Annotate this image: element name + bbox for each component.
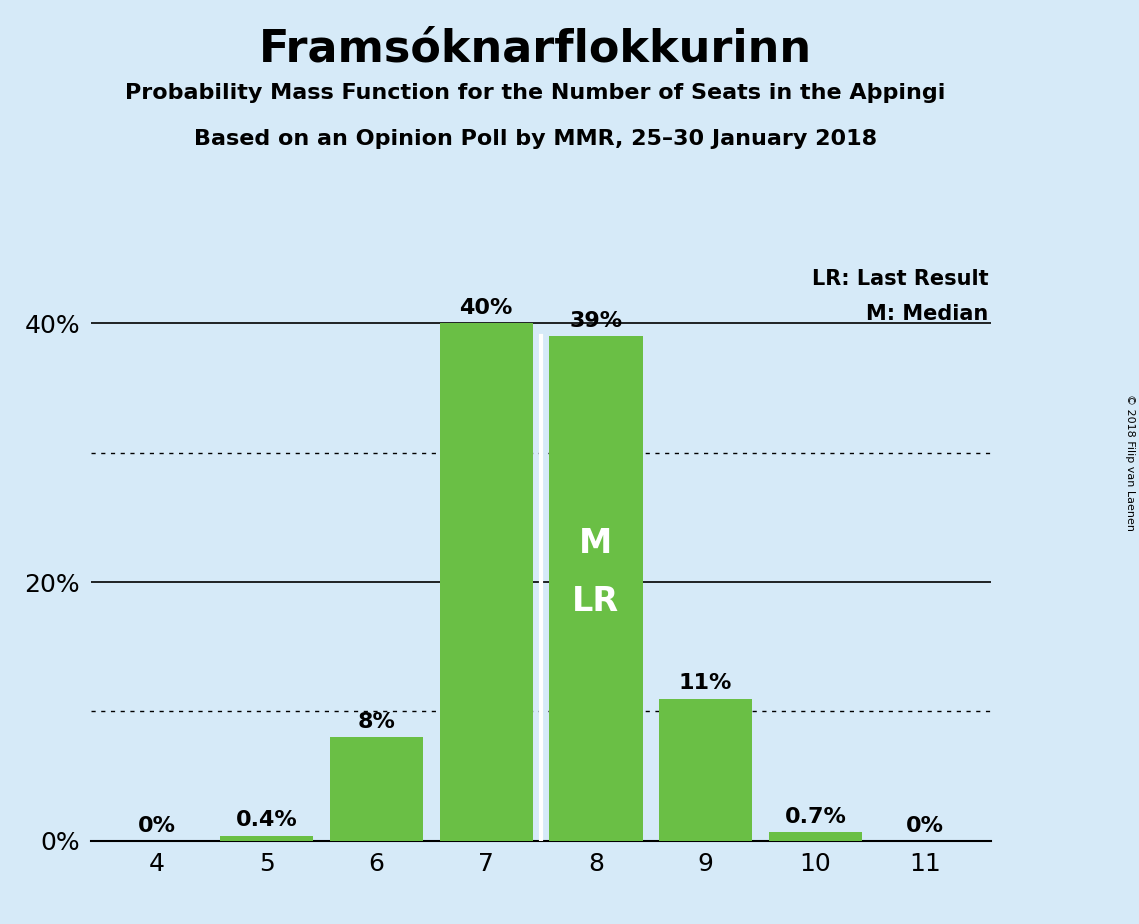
Bar [549, 336, 642, 841]
Text: 11%: 11% [679, 674, 732, 693]
Text: 0.7%: 0.7% [785, 807, 846, 827]
Text: 40%: 40% [459, 298, 513, 318]
Text: 0%: 0% [907, 816, 944, 835]
Bar [440, 323, 533, 841]
Text: LR: Last Result: LR: Last Result [812, 269, 989, 289]
Bar [769, 832, 862, 841]
Text: Probability Mass Function for the Number of Seats in the Aþpingi: Probability Mass Function for the Number… [125, 83, 945, 103]
Text: © 2018 Filip van Laenen: © 2018 Filip van Laenen [1125, 394, 1134, 530]
Text: Based on an Opinion Poll by MMR, 25–30 January 2018: Based on an Opinion Poll by MMR, 25–30 J… [194, 129, 877, 150]
Text: M: M [580, 527, 613, 560]
Bar [659, 699, 752, 841]
Bar [330, 737, 423, 841]
Text: Framsóknarflokkurinn: Framsóknarflokkurinn [259, 28, 812, 71]
Text: 39%: 39% [570, 311, 622, 331]
Text: 0%: 0% [138, 816, 175, 835]
Text: 8%: 8% [358, 712, 395, 732]
Text: LR: LR [572, 585, 620, 618]
Text: 0.4%: 0.4% [236, 810, 297, 831]
Text: M: Median: M: Median [867, 304, 989, 324]
Bar [220, 835, 313, 841]
